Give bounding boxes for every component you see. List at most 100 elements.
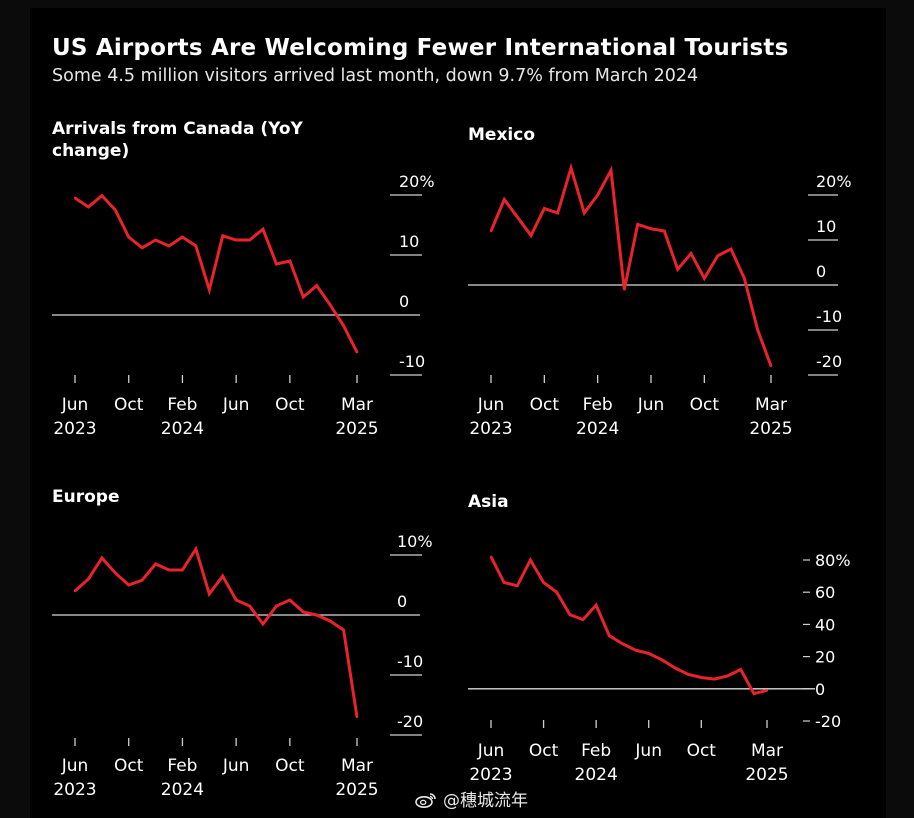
- x-tick-label: Mar: [755, 395, 787, 415]
- data-point: [555, 591, 558, 594]
- data-point: [302, 295, 305, 299]
- data-point: [208, 592, 211, 596]
- x-tick-label: Feb: [581, 741, 611, 761]
- x-tick-year-label: 2024: [161, 780, 204, 800]
- data-point: [355, 351, 359, 354]
- data-point: [194, 244, 198, 248]
- data-point: [543, 207, 546, 210]
- x-tick-label: Oct: [690, 395, 720, 415]
- x-tick-label: Jun: [637, 395, 665, 415]
- chart-subtitle: Some 4.5 million visitors arrived last m…: [52, 66, 699, 86]
- data-point: [100, 194, 104, 197]
- data-point: [581, 618, 585, 621]
- data-point: [221, 574, 224, 578]
- data-point: [756, 328, 759, 332]
- data-point: [594, 603, 598, 607]
- data-point: [342, 324, 345, 327]
- y-tick-label: 80%: [815, 551, 851, 570]
- data-point: [315, 284, 318, 287]
- data-point: [315, 613, 318, 617]
- data-point: [328, 619, 332, 623]
- data-point: [623, 288, 626, 291]
- x-tick-label: Oct: [687, 741, 717, 761]
- data-point: [769, 364, 773, 368]
- x-tick-label: Jun: [61, 395, 89, 415]
- y-tick-label: 40: [815, 615, 835, 634]
- y-tick-label: 20%: [399, 172, 435, 191]
- data-point: [87, 577, 90, 581]
- x-tick-year-label: 2024: [161, 419, 204, 439]
- data-point: [288, 259, 292, 263]
- series-line-europe: [73, 545, 359, 718]
- series-line-asia: [489, 556, 768, 696]
- x-tick-year-label: 2025: [745, 765, 788, 785]
- data-point: [516, 584, 519, 587]
- x-tick-label: Oct: [114, 395, 144, 415]
- data-point: [114, 208, 117, 212]
- y-tick-label: 0: [816, 262, 826, 281]
- y-tick-label: 0: [397, 592, 407, 611]
- data-point: [634, 648, 637, 652]
- x-tick-label: Jun: [222, 395, 250, 415]
- data-point: [556, 211, 559, 215]
- data-point: [529, 234, 533, 237]
- x-tick-label: Mar: [341, 756, 373, 776]
- data-point: [221, 234, 224, 237]
- data-point: [208, 288, 211, 291]
- x-tick-label: Feb: [167, 395, 197, 415]
- data-point: [261, 622, 265, 626]
- series-line-canada: [74, 193, 359, 353]
- data-point: [154, 238, 157, 242]
- data-point: [502, 581, 506, 584]
- data-point: [355, 715, 359, 719]
- data-point: [87, 205, 90, 209]
- x-tick-year-label: 2025: [335, 780, 378, 800]
- data-point: [673, 666, 677, 670]
- data-point: [181, 568, 184, 572]
- watermark-text: @穗城流年: [443, 791, 528, 811]
- watermark: @穗城流年: [415, 786, 528, 811]
- x-tick-year-label: 2023: [53, 780, 96, 800]
- x-tick-year-label: 2023: [469, 765, 512, 785]
- data-point: [73, 589, 77, 593]
- x-tick-label: Jun: [222, 756, 250, 776]
- data-point: [328, 303, 332, 306]
- y-tick-label: -20: [816, 352, 842, 371]
- data-point: [248, 604, 251, 608]
- x-tick-year-label: 2024: [575, 765, 618, 785]
- x-tick-label: Feb: [583, 395, 613, 415]
- data-point: [676, 268, 679, 271]
- data-point: [234, 238, 238, 242]
- panel-title-canada: Arrivals from Canada (YoY change): [52, 119, 303, 161]
- data-point: [140, 579, 144, 582]
- data-point: [608, 634, 611, 637]
- x-tick-label: Oct: [530, 395, 560, 415]
- data-point: [140, 246, 144, 249]
- panel-title-mexico: Mexico: [468, 125, 535, 145]
- data-point: [689, 252, 693, 255]
- data-point: [275, 604, 278, 608]
- data-point: [302, 610, 305, 614]
- data-point: [154, 562, 157, 566]
- x-tick-label: Mar: [751, 741, 783, 761]
- data-point: [489, 555, 493, 558]
- data-point: [739, 668, 742, 671]
- x-tick-label: Jun: [634, 741, 662, 761]
- data-point: [275, 262, 278, 266]
- y-tick-label: 0: [815, 680, 825, 699]
- data-point: [713, 677, 716, 681]
- data-point: [248, 238, 251, 242]
- data-point: [716, 254, 719, 257]
- data-point: [726, 674, 729, 678]
- x-tick-label: Jun: [61, 756, 89, 776]
- x-tick-year-label: 2024: [576, 419, 619, 439]
- data-point: [636, 223, 639, 226]
- panel-title-europe: Europe: [52, 487, 120, 507]
- data-point: [569, 166, 573, 170]
- y-tick-label: 10: [399, 232, 419, 251]
- data-point: [686, 673, 690, 676]
- data-point: [647, 652, 650, 655]
- x-tick-label: Jun: [477, 395, 505, 415]
- y-tick-label: -10: [397, 652, 423, 671]
